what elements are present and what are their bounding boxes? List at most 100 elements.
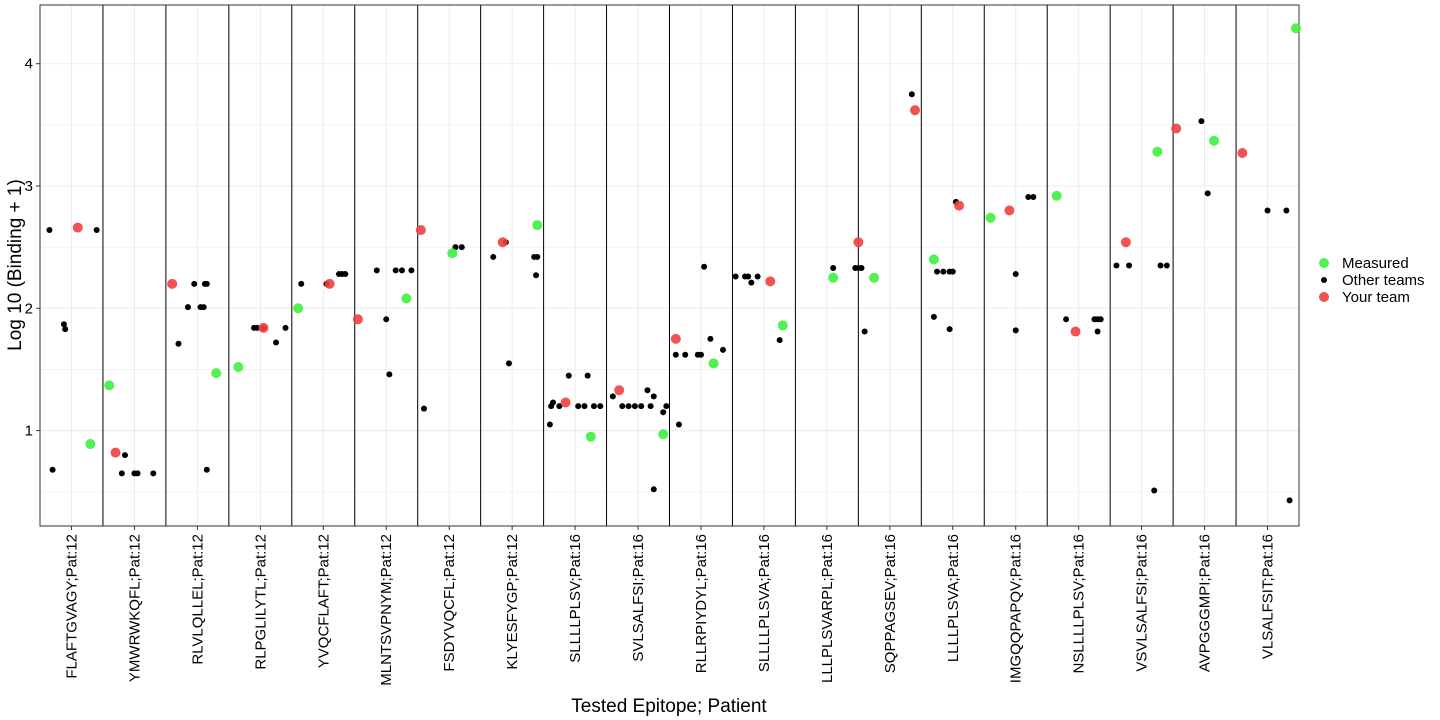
other-teams-point	[631, 403, 638, 410]
x-tick-label: SVLSALFSI;Pat:16	[630, 534, 647, 662]
other-teams-point	[121, 452, 128, 459]
other-teams-point	[1094, 328, 1101, 335]
your-team-point	[670, 333, 681, 344]
other-teams-point	[490, 253, 497, 260]
other-teams-point	[858, 264, 865, 271]
your-team-point	[954, 200, 965, 211]
measured-point	[447, 248, 458, 259]
other-teams-point	[650, 393, 657, 400]
other-teams-point	[1012, 271, 1019, 278]
plot-panel-border	[39, 4, 1300, 527]
other-teams-point	[134, 470, 141, 477]
other-teams-point	[745, 273, 752, 280]
other-teams-point	[150, 470, 157, 477]
other-teams-point	[776, 337, 783, 344]
other-teams-point	[282, 324, 289, 331]
other-teams-point	[575, 403, 582, 410]
other-teams-point	[1126, 262, 1133, 269]
other-teams-point	[609, 393, 616, 400]
y-tick-label: 3	[25, 178, 33, 195]
other-teams-point	[408, 267, 415, 274]
your-team-point	[1070, 326, 1081, 337]
x-tick-label: LLLPLSVARPL;Pat:16	[819, 534, 836, 683]
measured-point	[1290, 23, 1301, 34]
other-teams-point	[1157, 262, 1164, 269]
other-teams-point	[619, 403, 626, 410]
other-teams-point	[60, 321, 67, 328]
x-tick-label: RLLRPIYDYL;Pat:16	[693, 534, 710, 673]
your-team-point	[415, 225, 426, 236]
legend-key	[1319, 292, 1329, 302]
your-team-point	[1120, 237, 1131, 248]
legend-label: Measured	[1342, 255, 1409, 272]
measured-point	[1051, 190, 1062, 201]
other-teams-point	[663, 403, 670, 410]
other-teams-point	[1097, 316, 1104, 323]
other-teams-point	[930, 313, 937, 320]
other-teams-point	[93, 227, 100, 234]
measured-point	[658, 429, 669, 440]
x-tick-label: YMWRWKQFL;Pat:12	[126, 534, 143, 682]
measured-point	[985, 212, 996, 223]
your-team-point	[614, 385, 625, 396]
measured-point	[85, 439, 96, 450]
your-team-point	[72, 222, 83, 233]
legend-label: Other teams	[1342, 272, 1425, 289]
other-teams-point	[638, 403, 645, 410]
your-team-point	[1004, 205, 1015, 216]
y-tick-label: 2	[25, 300, 33, 317]
other-teams-point	[46, 227, 53, 234]
measured-point	[828, 272, 839, 283]
x-tick-label: IMGQQPAPQV;Pat:16	[1008, 534, 1025, 683]
your-team-point	[1171, 123, 1182, 134]
other-teams-point	[1204, 190, 1211, 197]
other-teams-point	[203, 466, 210, 473]
x-tick-label: FSDYVQCFL;Pat:12	[441, 534, 458, 672]
x-tick-label: VSVLSALFSI;Pat:16	[1134, 534, 1151, 672]
other-teams-point	[597, 403, 604, 410]
other-teams-point	[273, 339, 280, 346]
y-tick-label: 1	[25, 423, 33, 440]
other-teams-point	[420, 405, 427, 412]
other-teams-point	[203, 280, 210, 287]
your-team-point	[497, 237, 508, 248]
other-teams-point	[934, 268, 941, 275]
other-teams-point	[175, 340, 182, 347]
other-teams-point	[682, 351, 689, 358]
other-teams-point	[386, 371, 393, 378]
grid-lines	[40, 5, 1299, 526]
other-teams-point	[940, 268, 947, 275]
other-teams-point	[581, 403, 588, 410]
measured-point	[211, 368, 222, 379]
legend-key	[1319, 258, 1329, 268]
x-tick-label: RLVLQLLEL;Pat:12	[189, 534, 206, 665]
other-teams-point	[1286, 497, 1293, 504]
other-teams-point	[584, 372, 591, 379]
other-teams-point	[546, 421, 553, 428]
other-teams-point	[398, 267, 405, 274]
other-teams-point	[565, 372, 572, 379]
other-teams-point	[660, 409, 667, 416]
other-teams-point	[1283, 207, 1290, 214]
other-teams-point	[861, 328, 868, 335]
your-team-point	[352, 314, 363, 325]
other-teams-point	[49, 466, 56, 473]
measured-point	[1152, 146, 1163, 157]
x-tick-label: YVQCFLAFT;Pat:12	[315, 534, 332, 668]
other-teams-point	[701, 263, 708, 270]
measured-point	[293, 303, 304, 314]
x-axis-title: Tested Epitope; Patient	[571, 696, 767, 717]
x-tick-label: MLNTSVPNYM;Pat:12	[378, 534, 395, 686]
other-teams-point	[200, 304, 207, 311]
other-teams-point	[754, 273, 761, 280]
other-teams-point	[1030, 194, 1037, 201]
your-team-point	[910, 105, 921, 116]
other-teams-point	[62, 326, 69, 333]
your-team-point	[167, 278, 178, 289]
measured-point	[1209, 135, 1220, 146]
y-axis-title: Log 10 (Binding + 1)	[5, 179, 26, 351]
other-teams-point	[556, 403, 563, 410]
your-team-point	[853, 237, 864, 248]
